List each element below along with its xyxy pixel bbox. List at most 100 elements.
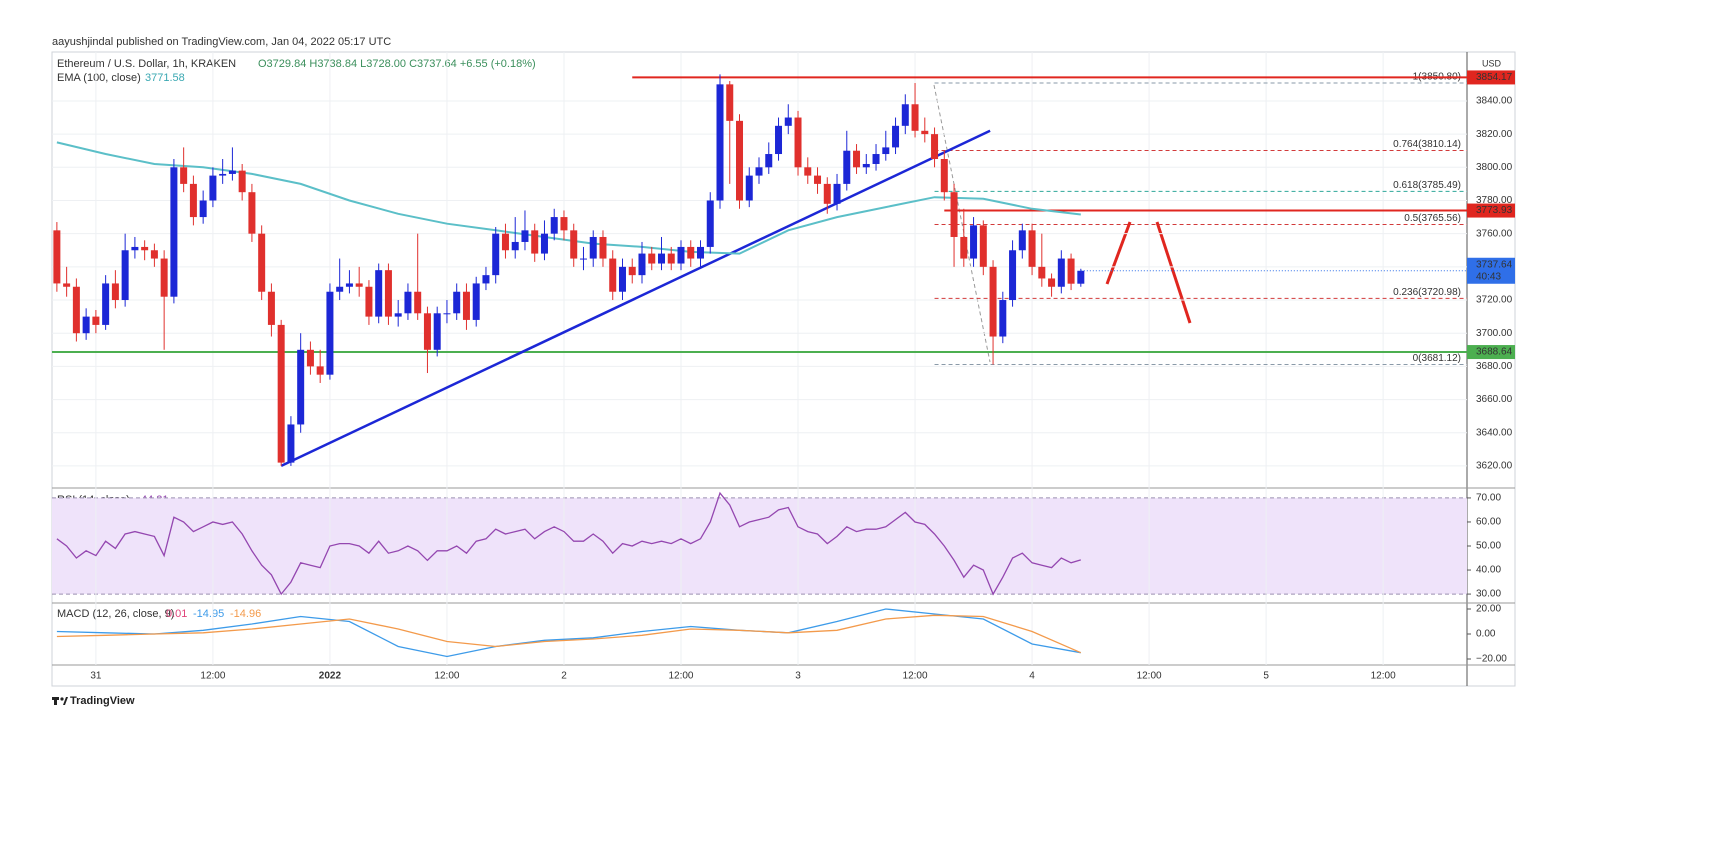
candle-body — [862, 163, 870, 168]
candle-body — [258, 233, 266, 292]
candle-body — [677, 246, 685, 264]
countdown: 40:43 — [1476, 271, 1501, 282]
candle-body — [599, 236, 607, 259]
candle-body — [531, 230, 539, 254]
candle-body — [316, 366, 324, 375]
candle-body — [706, 200, 714, 247]
candle-body — [882, 147, 890, 155]
candle-body — [979, 225, 987, 267]
candle-body — [248, 192, 256, 234]
candle-body — [501, 233, 509, 251]
candle-body — [141, 246, 149, 251]
candle-body — [794, 117, 802, 168]
signal-value: -14.96 — [230, 608, 261, 620]
candle-body — [960, 236, 968, 259]
macd-tick-label: −20.00 — [1476, 654, 1507, 665]
y-tick-label: 3840.00 — [1476, 96, 1513, 107]
candle-body — [628, 266, 636, 276]
candle-body — [375, 270, 383, 317]
candle-body — [472, 283, 480, 320]
candle-body — [1009, 250, 1017, 301]
candle-body — [267, 291, 275, 325]
ema-legend: EMA (100, close) — [57, 72, 141, 84]
candle-body — [482, 275, 490, 284]
brand: TradingView — [70, 695, 135, 707]
candle-body — [170, 167, 178, 297]
candle-body — [394, 313, 402, 317]
candle-body — [901, 104, 909, 126]
candle-body — [589, 236, 597, 259]
candle-body — [872, 154, 880, 164]
macd-hist-value: 0.01 — [166, 608, 187, 620]
candle-body — [1048, 278, 1056, 287]
y-tick-label: 3640.00 — [1476, 427, 1513, 438]
candle-body — [833, 183, 841, 204]
candle-body — [560, 217, 568, 231]
candle-body — [287, 424, 295, 463]
candle-body — [160, 258, 168, 297]
candle-body — [716, 84, 724, 201]
price-tag — [1467, 345, 1515, 360]
candle-body — [521, 230, 529, 242]
x-tick-label: 4 — [1029, 671, 1035, 682]
y-tick-label: 3800.00 — [1476, 162, 1513, 173]
price-tag — [1467, 70, 1515, 85]
candle-body — [199, 200, 207, 218]
candle-body — [228, 170, 236, 174]
candle-body — [404, 291, 412, 314]
candle-body — [775, 125, 783, 155]
x-tick-label: 2022 — [319, 671, 342, 682]
macd-tick-label: 20.00 — [1476, 604, 1501, 615]
candle-body — [736, 120, 744, 201]
y-tick-label: 3680.00 — [1476, 361, 1513, 372]
fib-label: 0.618(3785.49) — [1393, 180, 1461, 191]
price-tag-label: 3773.93 — [1476, 205, 1513, 216]
candle-body — [462, 291, 470, 320]
price-tag — [1467, 257, 1515, 284]
fib-label: 0.764(3810.14) — [1393, 139, 1461, 150]
candle-body — [306, 349, 314, 367]
macd-legend: MACD (12, 26, close, 9) — [57, 608, 174, 620]
y-tick-label: 3820.00 — [1476, 129, 1513, 140]
candle-body — [823, 183, 831, 204]
candle-body — [726, 84, 734, 121]
candle-body — [667, 253, 675, 264]
x-tick-label: 12:00 — [1137, 671, 1162, 682]
candle-body — [355, 283, 363, 287]
candle-body — [999, 300, 1007, 337]
candle-body — [853, 150, 861, 168]
candle-body — [443, 313, 451, 315]
candle-body — [755, 167, 763, 176]
candle-body — [92, 316, 100, 325]
macd-line — [56, 614, 1082, 654]
candle-body — [209, 175, 217, 201]
candle-body — [121, 250, 129, 301]
candle-body — [970, 225, 978, 259]
candle-body — [277, 324, 285, 463]
x-tick-label: 12:00 — [668, 671, 693, 682]
candle-body — [336, 286, 344, 292]
candle-body — [921, 130, 929, 135]
candle-body — [297, 349, 305, 425]
candle-body — [1028, 230, 1036, 267]
y-tick-label: 3660.00 — [1476, 394, 1513, 405]
candle-body — [648, 253, 656, 264]
candle-body — [765, 154, 773, 168]
candle-body — [365, 286, 373, 317]
rsi-tick-label: 30.00 — [1476, 589, 1501, 600]
candle-body — [111, 283, 119, 301]
currency: USD — [1482, 58, 1502, 68]
x-tick-label: 12:00 — [200, 671, 225, 682]
candle-body — [911, 104, 919, 131]
y-tick-label: 3780.00 — [1476, 195, 1513, 206]
candle-body — [843, 150, 851, 184]
candle-body — [657, 253, 665, 264]
candle-body — [892, 125, 900, 148]
candle-body — [1018, 230, 1026, 251]
x-tick-label: 3 — [795, 671, 801, 682]
candle-body — [345, 283, 353, 287]
candle-body — [219, 173, 227, 176]
x-tick-label: 12:00 — [903, 671, 928, 682]
candle-body — [423, 313, 431, 350]
fib-trend — [933, 84, 991, 363]
